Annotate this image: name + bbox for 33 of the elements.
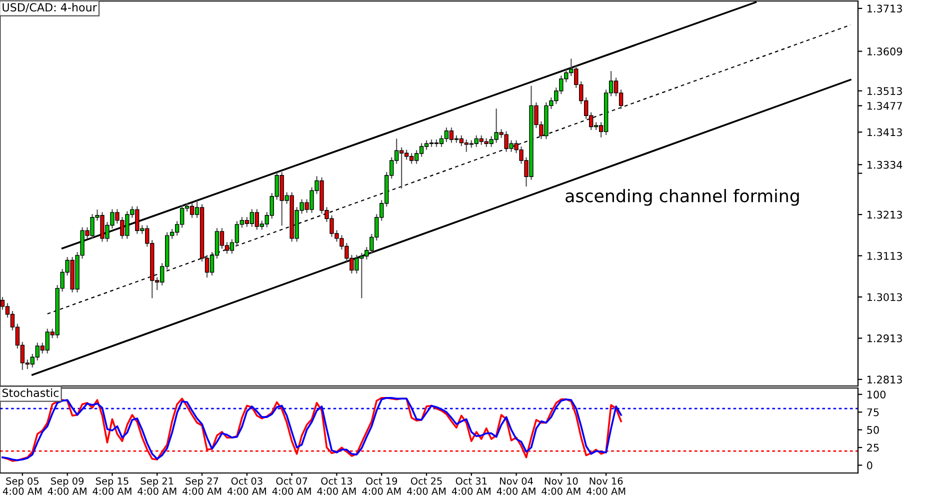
x-tick-label: Oct 31 4:00 AM	[452, 477, 490, 495]
y-tick-label: 1.3609	[867, 48, 902, 56]
x-tick-label: Oct 13 4:00 AM	[317, 477, 356, 495]
y-tick-label: 1.2813	[867, 376, 902, 384]
x-tick-label: Nov 10 4:00 AM	[542, 477, 580, 495]
annotation: ascending channel forming	[566, 188, 799, 206]
y-tick-label: 0	[867, 461, 872, 470]
x-tick-label: Oct 03 4:00 AM	[227, 477, 266, 495]
y-tick-label: 1.3334	[867, 160, 902, 169]
y-tick-label: 1.3213	[867, 210, 902, 219]
y-tick-label: 1.3513	[867, 87, 902, 95]
x-tick-label: Oct 25 4:00 AM	[407, 477, 446, 495]
y-tick-label: 75	[867, 408, 879, 416]
y-tick-label: 1.3013	[867, 293, 902, 302]
x-tick-label: Nov 04 4:00 AM	[496, 477, 536, 495]
chart-title: USD/CAD: 4-hour	[2, 2, 97, 12]
y-tick-label: 50	[867, 426, 879, 434]
y-tick-label: 1.3113	[867, 252, 902, 260]
y-tick-label: 100	[867, 390, 886, 398]
x-tick-label: Oct 07 4:00 AM	[272, 477, 311, 495]
x-tick-label: Sep 05 4:00 AM	[2, 477, 42, 495]
y-tick-label: 1.3477	[867, 102, 902, 110]
y-tick-label: 1.3713	[867, 4, 902, 13]
y-tick-label: 1.2913	[867, 334, 902, 342]
x-tick-label: Sep 09 4:00 AM	[48, 477, 86, 495]
x-tick-label: Oct 19 4:00 AM	[362, 477, 401, 495]
y-tick-label: 25	[867, 444, 879, 452]
x-tick-label: Sep 15 4:00 AM	[92, 477, 132, 495]
y-tick-label: 1.3413	[867, 128, 902, 136]
x-tick-label: Nov 16 4:00 AM	[586, 477, 626, 495]
x-tick-label: Sep 27 4:00 AM	[182, 477, 222, 495]
x-tick-label: Sep 21 4:00 AM	[138, 477, 176, 495]
chart-title: Stochastic	[2, 388, 59, 398]
